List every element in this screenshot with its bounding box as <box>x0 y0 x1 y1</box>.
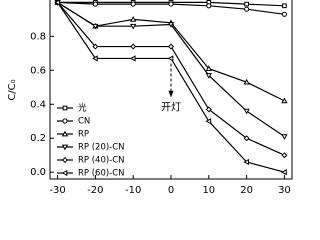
legend-marker <box>61 169 68 177</box>
chart: C/C₀ -30 -20 -10 0 10 20 30 0.0 0.2 0.4 0.6 0.8 光 CN R… <box>7 0 293 196</box>
legend-label: RP (40)-CN <box>78 156 125 166</box>
legend-label: RP (20)-CN <box>78 143 125 153</box>
point <box>281 97 288 104</box>
y-tick-label: 0.8 <box>30 31 46 42</box>
point <box>281 152 288 159</box>
point <box>205 106 212 113</box>
point <box>244 6 250 12</box>
legend-marker <box>61 156 69 164</box>
legend-label: RP (60)-CN <box>78 169 125 179</box>
legend-label: RP <box>78 130 89 140</box>
point <box>282 3 287 9</box>
y-tick-label: 0.6 <box>30 65 46 76</box>
point <box>54 0 60 6</box>
x-tick-label: 0 <box>168 185 174 196</box>
point <box>130 43 137 50</box>
legend-marker <box>62 105 68 111</box>
x-tick-label: 20 <box>240 185 253 196</box>
point <box>244 1 249 7</box>
legend-label: 光 <box>78 103 87 114</box>
y-tick-label: 0.0 <box>30 167 46 178</box>
y-tick-label: 0.2 <box>30 133 46 144</box>
point <box>243 108 250 115</box>
point <box>205 118 212 125</box>
point <box>130 23 137 30</box>
point <box>206 3 212 9</box>
point <box>167 22 175 28</box>
y-tick-label: 0.4 <box>30 99 46 110</box>
point <box>281 134 288 140</box>
annotation: 开灯 <box>161 102 181 114</box>
point <box>281 169 287 176</box>
x-tick-label: 30 <box>278 185 291 196</box>
point <box>129 55 136 62</box>
legend-marker <box>61 130 69 137</box>
x-tick-label: -20 <box>87 185 103 196</box>
point <box>243 135 250 142</box>
y-axis-label: C/C₀ <box>7 79 18 100</box>
point <box>167 43 175 50</box>
legend-label: CN <box>78 117 90 127</box>
x-tick-label: 10 <box>202 185 215 196</box>
x-tick-label: -10 <box>125 185 141 196</box>
point <box>281 11 288 17</box>
point <box>130 16 137 22</box>
point <box>205 65 212 71</box>
legend-marker <box>62 118 68 124</box>
point <box>243 158 249 166</box>
point <box>243 78 250 85</box>
point <box>205 73 212 79</box>
point <box>92 43 99 50</box>
x-tick-label: -30 <box>49 185 65 196</box>
annotation-arrowhead <box>168 90 174 98</box>
point <box>92 55 98 62</box>
legend-marker <box>61 144 69 151</box>
point <box>167 55 174 62</box>
point <box>168 1 174 7</box>
point <box>92 1 98 7</box>
point <box>130 1 136 7</box>
point <box>92 23 99 30</box>
